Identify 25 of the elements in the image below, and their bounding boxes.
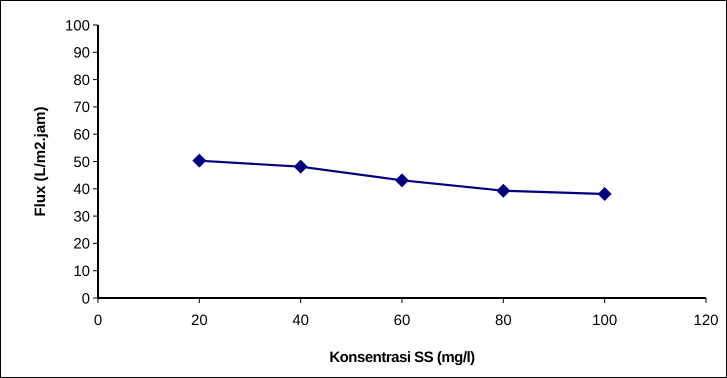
point (294, 160, 308, 174)
x-tick-label: 60 (394, 312, 410, 329)
point (598, 186, 612, 201)
x-tick-label: 0 (94, 312, 102, 329)
y-tick-label: 70 (73, 99, 90, 116)
y-tick-label: 0 (82, 290, 90, 308)
x-tick-label: 20 (190, 312, 208, 329)
y-tick-label: 50 (73, 154, 90, 171)
y-tick-label: 20 (73, 236, 90, 253)
y-tick-label: 100 (64, 17, 90, 34)
x-tick-label: 120 (693, 312, 719, 329)
y-axis-title: Flux (L/m2.jam) (32, 106, 49, 217)
y-tick-label: 60 (73, 126, 90, 144)
point (395, 173, 409, 188)
x-axis-title: Konsentrasi SS (mg/l) (329, 349, 476, 366)
y-tick-label: 40 (73, 181, 90, 198)
y-tick-label: 30 (73, 208, 90, 226)
point (496, 184, 510, 198)
y-tick-label: 10 (73, 262, 90, 280)
x-tick-label: 100 (592, 312, 618, 329)
x-tick-label: 80 (494, 312, 512, 329)
point (192, 154, 206, 168)
y-tick-label: 90 (73, 44, 90, 62)
y-tick-label: 80 (73, 72, 90, 89)
x-tick-label: 40 (292, 312, 310, 329)
